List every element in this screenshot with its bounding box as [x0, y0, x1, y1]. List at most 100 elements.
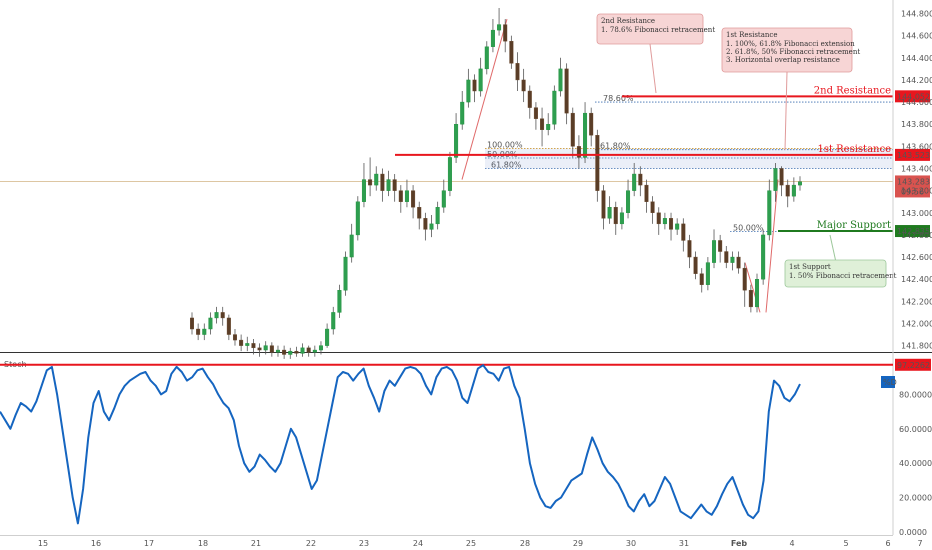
candle — [251, 343, 256, 349]
candle — [619, 212, 624, 225]
candle — [208, 317, 213, 330]
candle — [650, 201, 655, 213]
candle — [447, 157, 452, 191]
time-tick-label: 28 — [520, 539, 530, 548]
price-tick-label: 144.200 — [901, 76, 932, 85]
fib-label: 100.00% — [487, 141, 523, 150]
candle — [503, 24, 508, 42]
candle — [343, 256, 348, 291]
time-tick-label: 17 — [144, 539, 154, 548]
candle — [490, 29, 495, 47]
candle — [736, 256, 741, 269]
candle — [718, 240, 723, 252]
time-tick-label: 31 — [679, 539, 689, 548]
time-axis: 15 16 17 18 21 22 23 24 25 28 29 30 31 Feb 4 5 6 7 — [0, 535, 923, 548]
candle — [601, 190, 606, 219]
candle — [288, 350, 293, 355]
candle — [325, 328, 330, 346]
candle — [785, 184, 790, 197]
candle — [460, 101, 465, 125]
time-tick-label: 24 — [413, 539, 423, 548]
candle — [644, 184, 649, 202]
candle — [374, 173, 379, 186]
candle — [275, 349, 280, 353]
time-tick-label: 16 — [91, 539, 101, 548]
candle — [583, 112, 588, 158]
price-tick-label: 142.000 — [901, 319, 932, 328]
candle — [331, 312, 336, 330]
candle — [245, 343, 250, 346]
fib-label: 50.00% — [733, 224, 764, 233]
candle — [798, 181, 803, 186]
price-tick-label: 142.200 — [901, 297, 932, 306]
candle — [552, 90, 557, 125]
candle — [724, 251, 729, 263]
candle — [466, 79, 471, 103]
candle — [779, 168, 784, 186]
candle — [515, 63, 520, 81]
candle — [656, 212, 661, 225]
candle — [239, 339, 244, 346]
candle — [306, 347, 311, 353]
stoch-tick-label: 60.0000 — [899, 425, 932, 434]
current-price-label: 143.283 — [897, 177, 930, 186]
callout-pointer — [829, 234, 836, 261]
candle — [773, 168, 778, 191]
percent-d-label: %D — [883, 378, 897, 387]
candle — [435, 207, 440, 225]
price-tick-label: 144.400 — [901, 54, 932, 63]
candle — [417, 207, 422, 219]
price-tick-label: 143.200 — [901, 187, 932, 196]
price-axis: 144.800 144.600 144.400 144.200 144.000 143.8… — [892, 0, 932, 535]
level-lines: 2nd Resistance 144.052 1st Resistance 143.5… — [395, 85, 930, 238]
stoch-tick-label: 20.0000 — [899, 494, 932, 503]
candle — [263, 345, 268, 351]
candles — [189, 7, 803, 359]
callout-box — [784, 259, 887, 288]
candle — [478, 68, 483, 92]
candle — [226, 317, 231, 335]
candle — [429, 223, 434, 230]
stoch-line — [0, 364, 801, 525]
trend-arrow — [461, 18, 508, 180]
stoch-tick-label: 40.0000 — [899, 459, 932, 468]
fib-label: 61.80% — [491, 161, 522, 170]
candle — [196, 328, 201, 335]
candle — [189, 317, 194, 330]
candle — [282, 349, 287, 355]
candle — [761, 234, 766, 280]
price-tick-label: 143.800 — [901, 120, 932, 129]
callout-line: 1. 78.6% Fibonacci retracement — [601, 26, 715, 34]
price-tick-label: 141.800 — [901, 342, 932, 351]
price-tick-label: 143.600 — [901, 142, 932, 151]
candle — [589, 112, 594, 136]
candle — [564, 68, 569, 114]
level-name: Major Support — [817, 220, 891, 231]
level-tag — [895, 148, 930, 161]
percent-d-tag — [881, 376, 895, 388]
time-tick-label: 18 — [198, 539, 208, 548]
candle — [484, 46, 489, 70]
price-tick-label: 142.400 — [901, 275, 932, 284]
candle — [398, 190, 403, 202]
price-tick-label: 143.000 — [901, 209, 932, 218]
time-tick-label: 4 — [789, 539, 794, 548]
current-price-tag — [895, 175, 930, 198]
price-tick-label: 144.600 — [901, 32, 932, 41]
candle — [662, 218, 667, 225]
candle — [712, 240, 717, 263]
time-tick-label: 5 — [843, 539, 848, 548]
candle — [742, 267, 747, 291]
candle — [380, 173, 385, 191]
stoch-reference-tag — [895, 358, 931, 371]
candle — [607, 207, 612, 219]
candle — [755, 279, 760, 308]
stoch-tick-label: 80.0000 — [899, 390, 932, 399]
candle — [411, 190, 416, 208]
candle — [257, 347, 262, 351]
callout-box — [596, 13, 704, 45]
time-tick-label: Feb — [731, 539, 748, 548]
candle — [472, 79, 477, 92]
